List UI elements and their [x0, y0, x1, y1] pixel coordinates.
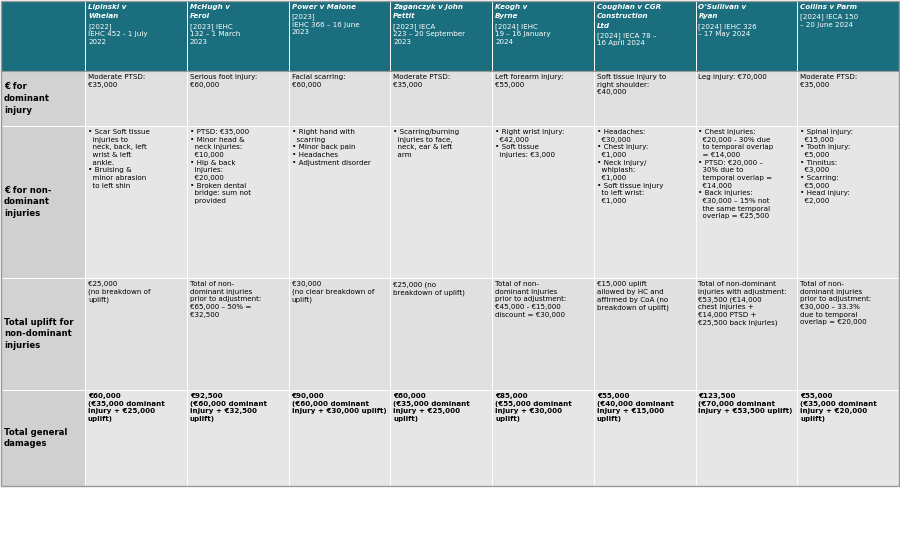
- Text: • Right wrist injury:
  €42,000
• Soft tissue
  injuries: €3,000: • Right wrist injury: €42,000 • Soft tis…: [495, 129, 564, 158]
- Bar: [492, 71, 594, 126]
- Text: €60,000
(€35,000 dominant
injury + €25,000
uplift): €60,000 (€35,000 dominant injury + €25,0…: [393, 393, 470, 422]
- Text: Power v Malone: Power v Malone: [292, 4, 356, 10]
- Text: [2024] IEHC
19 – 16 January
2024: [2024] IEHC 19 – 16 January 2024: [495, 23, 551, 45]
- Text: €123,500
(€70,000 dominant
injury + €53,500 uplift): €123,500 (€70,000 dominant injury + €53,…: [698, 393, 793, 414]
- Bar: [1, 390, 85, 486]
- Text: Total of non-
dominant injuries
prior to adjustment:
€65,000 – 50% =
€32,500: Total of non- dominant injuries prior to…: [190, 281, 261, 318]
- Text: [2023]
IEHC 366 – 16 June
2023: [2023] IEHC 366 – 16 June 2023: [292, 13, 359, 35]
- Bar: [187, 71, 289, 126]
- Bar: [797, 1, 899, 71]
- Text: • Headaches:
  €30,000
• Chest injury:
  €1,000
• Neck injury/
  whiplash:
  €1,: • Headaches: €30,000 • Chest injury: €1,…: [597, 129, 663, 204]
- Text: €55,000
(€35,000 dominant
injury + €20,000
uplift): €55,000 (€35,000 dominant injury + €20,0…: [800, 393, 877, 422]
- Text: Serious foot injury:
€60,000: Serious foot injury: €60,000: [190, 74, 257, 88]
- Text: Collins v Parm: Collins v Parm: [800, 4, 857, 10]
- Text: • Right hand with
  scarring
• Minor back pain
• Headaches
• Adjustment disorder: • Right hand with scarring • Minor back …: [292, 129, 371, 165]
- Bar: [85, 390, 187, 486]
- Bar: [289, 126, 391, 278]
- Text: €90,000
(€60,000 dominant
injury + €30,000 uplift): €90,000 (€60,000 dominant injury + €30,0…: [292, 393, 386, 414]
- Bar: [85, 278, 187, 390]
- Text: [2024] IEHC 326
– 17 May 2024: [2024] IEHC 326 – 17 May 2024: [698, 23, 757, 37]
- Bar: [1, 1, 85, 71]
- Bar: [289, 71, 391, 126]
- Text: [2022]
IEHC 452 - 1 July
2022: [2022] IEHC 452 - 1 July 2022: [88, 23, 148, 45]
- Bar: [1, 1, 899, 486]
- Bar: [696, 1, 797, 71]
- Text: €15,000 uplift
allowed by HC and
affirmed by CoA (no
breakdown of uplift): €15,000 uplift allowed by HC and affirme…: [597, 281, 669, 311]
- Bar: [391, 71, 492, 126]
- Text: Coughlan v CGR: Coughlan v CGR: [597, 4, 661, 10]
- Text: €85,000
(€55,000 dominant
injury + €30,000
uplift): €85,000 (€55,000 dominant injury + €30,0…: [495, 393, 572, 422]
- Bar: [797, 71, 899, 126]
- Bar: [1, 71, 85, 126]
- Text: Total uplift for
non-dominant
injuries: Total uplift for non-dominant injuries: [4, 318, 74, 350]
- Text: Total of non-dominant
injuries with adjustment:
€53,500 (€14,000
chest injuries : Total of non-dominant injuries with adju…: [698, 281, 787, 326]
- Bar: [187, 278, 289, 390]
- Text: €25,000
(no breakdown of
uplift): €25,000 (no breakdown of uplift): [88, 281, 150, 303]
- Bar: [492, 390, 594, 486]
- Bar: [696, 390, 797, 486]
- Text: [2024] IECA 78 –
16 April 2024: [2024] IECA 78 – 16 April 2024: [597, 32, 656, 47]
- Text: Leg injury: €70,000: Leg injury: €70,000: [698, 74, 767, 80]
- Text: • Spinal injury:
  €15,000
• Tooth injury:
  €5,000
• Tinnitus:
  €3,000
• Scarr: • Spinal injury: €15,000 • Tooth injury:…: [800, 129, 853, 204]
- Bar: [797, 126, 899, 278]
- Text: € for non-
dominant
injuries: € for non- dominant injuries: [4, 186, 51, 218]
- Text: • PTSD: €35,000
• Minor head &
  neck injuries:
  €10,000
• Hip & back
  injurie: • PTSD: €35,000 • Minor head & neck inju…: [190, 129, 251, 204]
- Text: €60,000
(€35,000 dominant
injury + €25,000
uplift): €60,000 (€35,000 dominant injury + €25,0…: [88, 393, 165, 422]
- Text: Soft tissue injury to
right shoulder:
€40,000: Soft tissue injury to right shoulder: €4…: [597, 74, 666, 95]
- Text: € for
dominant
injury: € for dominant injury: [4, 82, 50, 115]
- Bar: [391, 278, 492, 390]
- Bar: [492, 1, 594, 71]
- Bar: [696, 71, 797, 126]
- Text: €55,000
(€40,000 dominant
injury + €15,000
uplift): €55,000 (€40,000 dominant injury + €15,0…: [597, 393, 674, 422]
- Bar: [1, 278, 85, 390]
- Text: Ltd: Ltd: [597, 23, 610, 28]
- Bar: [696, 126, 797, 278]
- Text: Byrne: Byrne: [495, 13, 518, 19]
- Text: Moderate PTSD:
€35,000: Moderate PTSD: €35,000: [800, 74, 858, 88]
- Bar: [85, 71, 187, 126]
- Bar: [594, 390, 696, 486]
- Bar: [594, 278, 696, 390]
- Bar: [187, 390, 289, 486]
- Text: Keogh v: Keogh v: [495, 4, 527, 10]
- Bar: [594, 71, 696, 126]
- Bar: [797, 390, 899, 486]
- Bar: [696, 278, 797, 390]
- Text: [2023] IEHC
132 – 1 March
2023: [2023] IEHC 132 – 1 March 2023: [190, 23, 240, 45]
- Text: Pettit: Pettit: [393, 13, 416, 19]
- Bar: [492, 278, 594, 390]
- Text: [2024] IECA 150
– 20 June 2024: [2024] IECA 150 – 20 June 2024: [800, 13, 859, 28]
- Text: O’Sullivan v: O’Sullivan v: [698, 4, 747, 10]
- Bar: [594, 1, 696, 71]
- Text: Lipinski v: Lipinski v: [88, 4, 126, 10]
- Text: Zaganczyk v John: Zaganczyk v John: [393, 4, 464, 10]
- Text: McHugh v: McHugh v: [190, 4, 230, 10]
- Text: Ryan: Ryan: [698, 13, 718, 19]
- Text: Total general
damages: Total general damages: [4, 427, 67, 448]
- Text: • Scar Soft tissue
  injuries to
  neck, back, left
  wrist & left
  ankle.
• Br: • Scar Soft tissue injuries to neck, bac…: [88, 129, 150, 189]
- Text: [2023] IECA
223 – 20 September
2023: [2023] IECA 223 – 20 September 2023: [393, 23, 465, 45]
- Text: €30,000
(no clear breakdown of
uplift): €30,000 (no clear breakdown of uplift): [292, 281, 374, 303]
- Bar: [289, 278, 391, 390]
- Bar: [187, 1, 289, 71]
- Text: Moderate PTSD:
€35,000: Moderate PTSD: €35,000: [88, 74, 145, 88]
- Text: Construction: Construction: [597, 13, 648, 19]
- Bar: [391, 126, 492, 278]
- Bar: [797, 278, 899, 390]
- Text: • Scarring/burning
  injuries to face,
  neck, ear & left
  arm: • Scarring/burning injuries to face, nec…: [393, 129, 459, 158]
- Bar: [289, 390, 391, 486]
- Text: Facial scarring:
€60,000: Facial scarring: €60,000: [292, 74, 345, 88]
- Text: Total of non-
dominant injuries
prior to adjustment:
€30,000 – 33.3%
due to temp: Total of non- dominant injuries prior to…: [800, 281, 871, 326]
- Bar: [594, 126, 696, 278]
- Text: €92,500
(€60,000 dominant
injury + €32,500
uplift): €92,500 (€60,000 dominant injury + €32,5…: [190, 393, 266, 422]
- Bar: [391, 390, 492, 486]
- Bar: [391, 1, 492, 71]
- Text: Left forearm injury:
€55,000: Left forearm injury: €55,000: [495, 74, 563, 88]
- Text: Whelan: Whelan: [88, 13, 118, 19]
- Bar: [289, 1, 391, 71]
- Text: Moderate PTSD:
€35,000: Moderate PTSD: €35,000: [393, 74, 451, 88]
- Bar: [492, 126, 594, 278]
- Bar: [187, 126, 289, 278]
- Text: Total of non-
dominant injuries
prior to adjustment:
€45,000 - €15,000
discount : Total of non- dominant injuries prior to…: [495, 281, 566, 318]
- Text: Ferol: Ferol: [190, 13, 210, 19]
